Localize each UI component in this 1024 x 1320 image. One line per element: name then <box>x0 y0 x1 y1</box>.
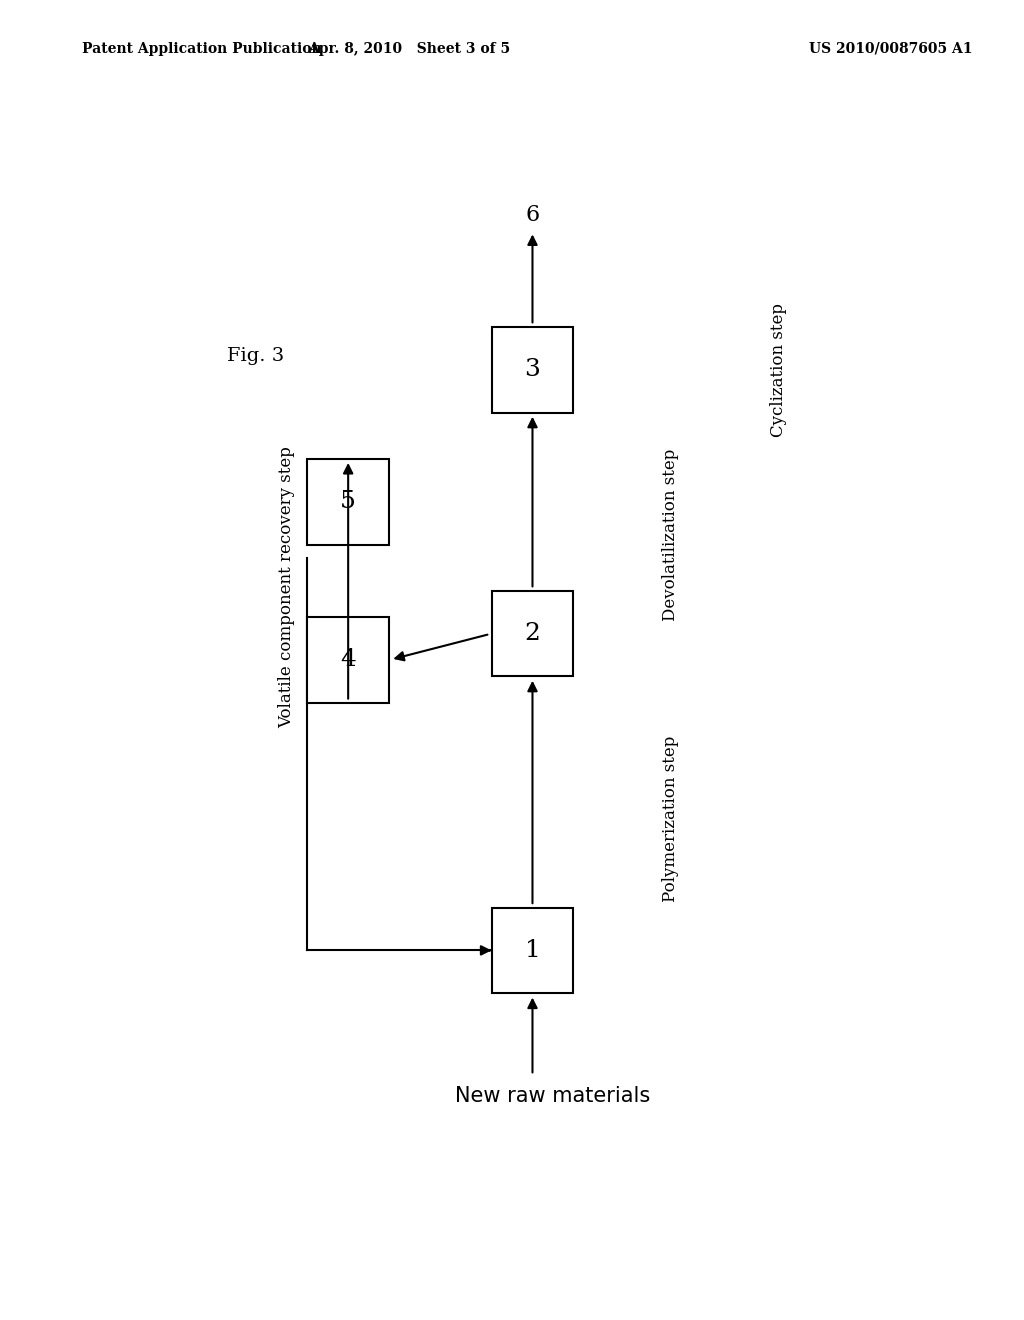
FancyBboxPatch shape <box>492 591 573 676</box>
Text: New raw materials: New raw materials <box>456 1085 650 1106</box>
Text: Volatile component recovery step: Volatile component recovery step <box>279 446 295 729</box>
Text: Patent Application Publication: Patent Application Publication <box>82 42 322 55</box>
FancyBboxPatch shape <box>307 618 389 702</box>
Text: Polymerization step: Polymerization step <box>663 735 679 902</box>
Text: 5: 5 <box>340 490 356 513</box>
Text: 2: 2 <box>524 622 541 645</box>
FancyBboxPatch shape <box>492 908 573 993</box>
Text: 4: 4 <box>340 648 356 672</box>
Text: Apr. 8, 2010   Sheet 3 of 5: Apr. 8, 2010 Sheet 3 of 5 <box>308 42 511 55</box>
Text: Cyclization step: Cyclization step <box>770 302 786 437</box>
Text: 3: 3 <box>524 358 541 381</box>
Text: 1: 1 <box>524 939 541 962</box>
Text: 6: 6 <box>525 203 540 226</box>
Text: US 2010/0087605 A1: US 2010/0087605 A1 <box>809 42 973 55</box>
FancyBboxPatch shape <box>492 327 573 412</box>
Text: Devolatilization step: Devolatilization step <box>663 449 679 620</box>
Text: Fig. 3: Fig. 3 <box>227 347 285 366</box>
FancyBboxPatch shape <box>307 458 389 544</box>
